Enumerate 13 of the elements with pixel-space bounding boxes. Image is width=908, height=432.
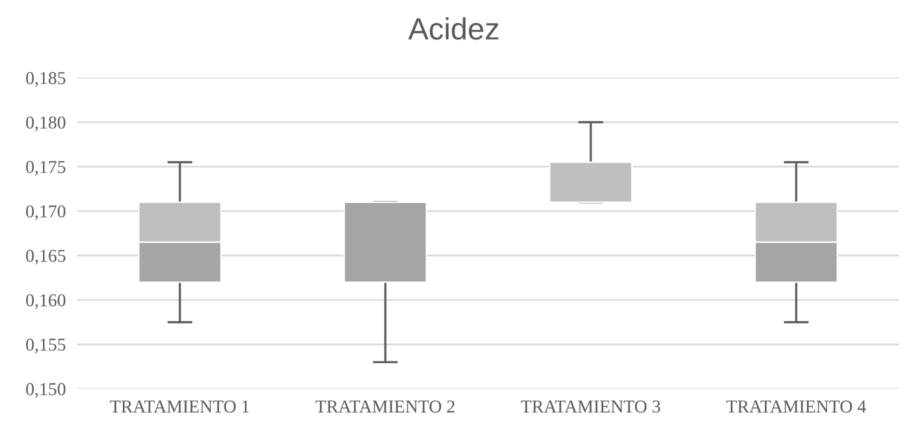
- y-tick-label: 0,160: [26, 294, 66, 309]
- y-tick-label: 0,150: [26, 383, 66, 398]
- x-tick-label: TRATAMIENTO 4: [726, 400, 866, 413]
- y-tick-label: 0,185: [26, 72, 66, 87]
- chart-title: Acidez: [408, 17, 498, 40]
- x-tick-label: TRATAMIENTO 1: [110, 400, 249, 413]
- y-tick-label: 0,180: [26, 116, 66, 132]
- x-tick-label: TRATAMIENTO 3: [521, 400, 660, 413]
- y-tick-label: 0,165: [26, 250, 66, 265]
- y-tick-label: 0,155: [26, 338, 66, 354]
- y-tick-label: 0,175: [26, 160, 66, 176]
- y-tick-label: 0,170: [26, 205, 66, 220]
- x-tick-label: TRATAMIENTO 2: [316, 400, 454, 413]
